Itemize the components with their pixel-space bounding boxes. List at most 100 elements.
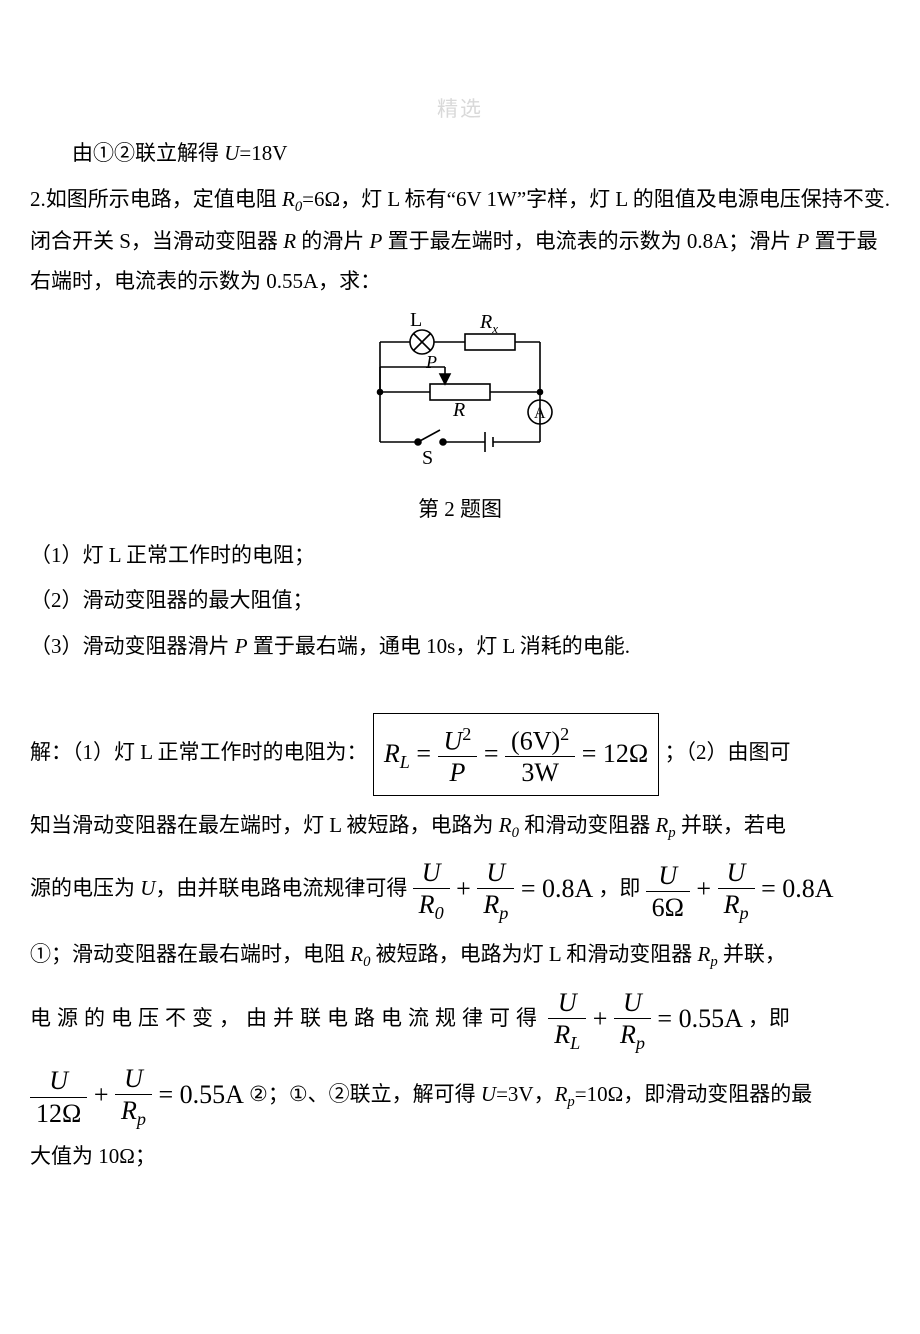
- text: ；（2）由图可: [664, 740, 790, 764]
- den: R: [724, 890, 740, 919]
- text: 并联，若电: [676, 813, 786, 837]
- rhs: = 0.55A: [152, 1080, 243, 1109]
- circuit-figure: L Rx P R A S 第 2 题图: [30, 312, 890, 530]
- den: R: [121, 1096, 137, 1125]
- solution-2b: 源的电压为 U，由并联电路电流规律可得 UR0 + URp = 0.8A ，即 …: [30, 855, 890, 925]
- question-1: （1）灯 L 正常工作时的电阻；: [30, 536, 890, 576]
- solution-2d: 电源的电压不变，由并联电路电流规律可得 URL + URp = 0.55A ，即: [30, 985, 890, 1055]
- eq: =: [410, 739, 438, 768]
- sup: 2: [560, 724, 569, 744]
- text: 电源的电压不变，由并联电路电流规律可得: [30, 1006, 543, 1030]
- plus: +: [87, 1080, 115, 1109]
- text: 被短路，电路为灯 L 和滑动变阻器: [370, 942, 697, 966]
- label-L: L: [410, 312, 422, 331]
- num: U: [614, 987, 651, 1019]
- sub: p: [710, 955, 717, 971]
- var: R: [697, 942, 710, 966]
- var: R: [283, 229, 296, 253]
- label-Rx: R: [479, 312, 492, 333]
- text: 由①②联立解得: [72, 141, 224, 165]
- num: U: [30, 1065, 87, 1097]
- den: R: [554, 1020, 570, 1049]
- num: U: [646, 860, 690, 892]
- var: U: [140, 876, 155, 900]
- den: P: [438, 757, 478, 788]
- rhs: = 0.55A: [651, 1004, 742, 1033]
- num: U: [444, 726, 463, 755]
- var: R: [350, 942, 363, 966]
- svg-text:Rx: Rx: [479, 312, 498, 336]
- text: 的滑片: [296, 229, 370, 253]
- sub: p: [739, 904, 748, 924]
- num: U: [718, 857, 755, 889]
- text: =3V，: [496, 1082, 555, 1106]
- text: =10Ω，即滑动变阻器的最: [575, 1082, 812, 1106]
- text: 知当滑动变阻器在最左端时，灯 L 被短路，电路为: [30, 813, 499, 837]
- sub: p: [567, 1094, 574, 1110]
- solution-2a: 知当滑动变阻器在最左端时，灯 L 被短路，电路为 R0 和滑动变阻器 Rp 并联…: [30, 802, 890, 850]
- sub: p: [668, 825, 675, 841]
- label-R: R: [452, 399, 465, 421]
- sub: L: [570, 1033, 580, 1053]
- page-content: 由①②联立解得 U=18V 2.如图所示电路，定值电阻 R0=6Ω，灯 L 标有…: [30, 134, 890, 1177]
- den: R: [419, 890, 435, 919]
- eq: = 12Ω: [575, 739, 648, 768]
- eq: =: [477, 739, 505, 768]
- den: R: [620, 1020, 636, 1049]
- var: R: [282, 187, 295, 211]
- den: R: [483, 890, 499, 919]
- question-3: （3）滑动变阻器滑片 P 置于最右端，通电 10s，灯 L 消耗的电能.: [30, 627, 890, 667]
- label-P: P: [425, 352, 437, 372]
- solution-1: 解：（1）灯 L 正常工作时的电阻为： RL = U2P = (6V)23W =…: [30, 713, 890, 796]
- den: 3W: [505, 757, 575, 788]
- num: (6V): [511, 726, 560, 755]
- den: 6Ω: [646, 892, 690, 923]
- var: R: [384, 739, 400, 768]
- text: 和滑动变阻器: [519, 813, 656, 837]
- rhs: = 0.8A: [755, 874, 834, 903]
- text: ，即: [748, 1006, 790, 1030]
- sub: L: [400, 752, 410, 772]
- text: 置于最右端，通电 10s，灯 L 消耗的电能.: [248, 634, 630, 658]
- label-Rx-sub: x: [491, 321, 498, 336]
- text: 置于最左端时，电流表的示数为 0.8A；滑片: [382, 229, 796, 253]
- text: ，即: [598, 876, 645, 900]
- var: P: [235, 634, 248, 658]
- sub: 0: [435, 904, 444, 924]
- sub: 0: [512, 825, 519, 841]
- num: U: [548, 987, 586, 1019]
- text: ①；滑动变阻器在最右端时，电阻: [30, 942, 350, 966]
- var: R: [499, 813, 512, 837]
- var: R: [555, 1082, 568, 1106]
- var: U: [481, 1082, 496, 1106]
- num: U: [413, 857, 450, 889]
- solution-2f: 大值为 10Ω；: [30, 1137, 890, 1177]
- sup: 2: [462, 724, 471, 744]
- text: 解：（1）灯 L 正常工作时的电阻为：: [30, 740, 368, 764]
- question-2: （2）滑动变阻器的最大阻值；: [30, 581, 890, 621]
- text: =18V: [239, 141, 287, 165]
- text: 并联，: [718, 942, 786, 966]
- var: P: [370, 229, 383, 253]
- plus: +: [450, 874, 478, 903]
- figure-caption: 第 2 题图: [340, 490, 580, 530]
- num: U: [477, 857, 514, 889]
- var: R: [655, 813, 668, 837]
- num: U: [115, 1063, 152, 1095]
- text: 源的电压为: [30, 876, 140, 900]
- boxed-equation: RL = U2P = (6V)23W = 12Ω: [373, 713, 659, 796]
- line-1: 由①②联立解得 U=18V: [30, 134, 890, 174]
- solution-2c: ①；滑动变阻器在最右端时，电阻 R0 被短路，电路为灯 L 和滑动变阻器 Rp …: [30, 931, 890, 979]
- label-A: A: [534, 405, 546, 422]
- den: 12Ω: [30, 1098, 87, 1129]
- sub: p: [499, 904, 508, 924]
- circuit-svg: L Rx P R A S: [340, 312, 580, 472]
- text: 2.如图所示电路，定值电阻: [30, 187, 282, 211]
- plus: +: [690, 874, 718, 903]
- rhs: = 0.8A: [514, 874, 592, 903]
- text: ②；①、②联立，解可得: [249, 1082, 481, 1106]
- var-u: U: [224, 141, 239, 165]
- problem-statement: 2.如图所示电路，定值电阻 R0=6Ω，灯 L 标有“6V 1W”字样，灯 L …: [30, 180, 890, 302]
- text: （3）滑动变阻器滑片: [30, 634, 235, 658]
- sub: p: [137, 1109, 146, 1129]
